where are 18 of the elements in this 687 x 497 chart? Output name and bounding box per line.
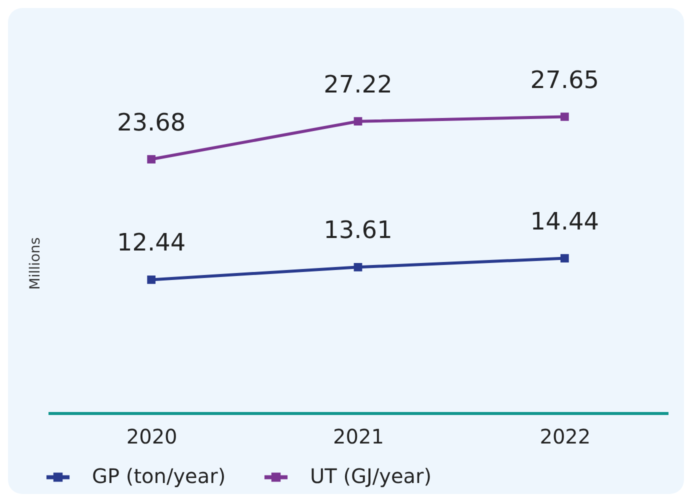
x-tick-label: 2021: [333, 424, 384, 448]
data-label: 12.44: [116, 228, 186, 257]
point: [560, 254, 569, 262]
x-tick-label: 2020: [126, 424, 178, 448]
y-axis-title: Millions: [28, 237, 44, 290]
legend-label: UT (GJ/year): [310, 464, 432, 488]
point: [354, 117, 362, 126]
data-label: 27.22: [324, 70, 392, 98]
point: [147, 276, 156, 284]
legend-label: GP (ton/year): [92, 464, 226, 488]
data-label: 13.61: [324, 216, 392, 244]
point: [147, 155, 156, 164]
point: [560, 112, 569, 121]
x-tick-label: 2022: [540, 424, 591, 448]
data-label: 27.65: [530, 66, 600, 94]
data-label: 23.68: [116, 108, 186, 136]
point: [354, 262, 362, 272]
data-label: 14.44: [530, 207, 600, 236]
